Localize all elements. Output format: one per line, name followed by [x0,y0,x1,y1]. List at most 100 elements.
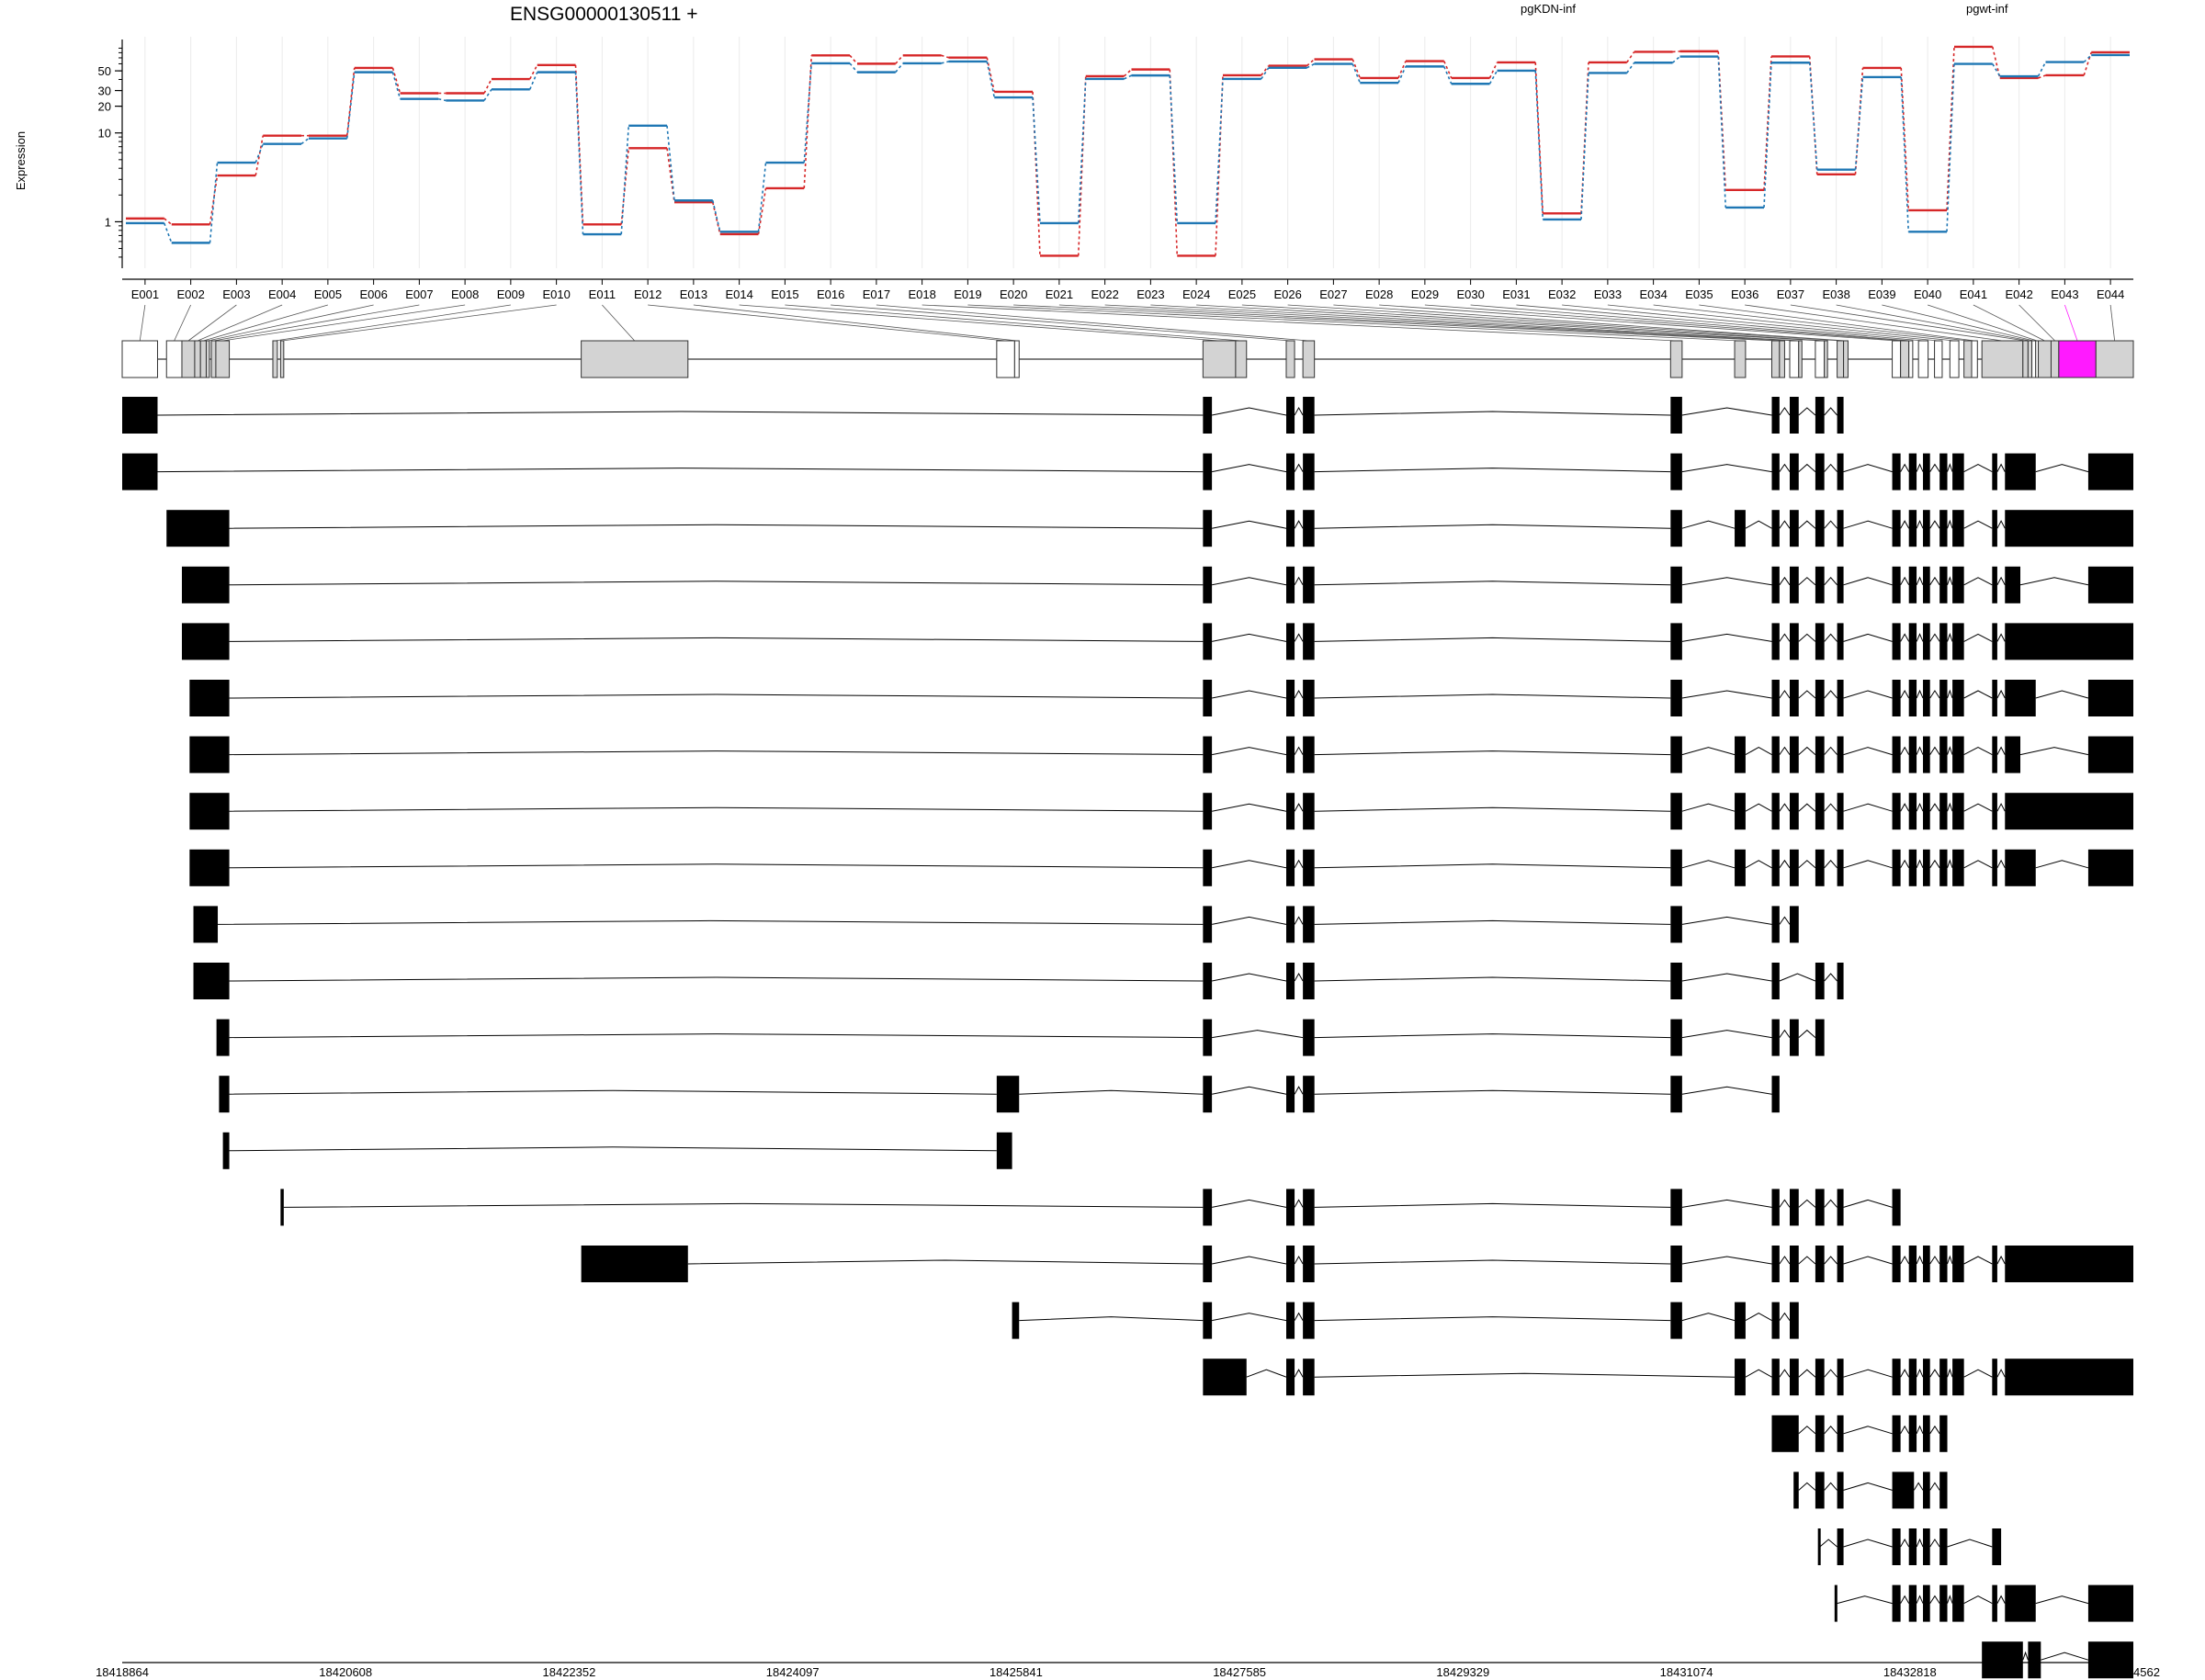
transcript-row [193,906,1799,943]
transcript-exon [1992,680,1997,716]
transcript-exon [1771,566,1780,603]
intron-line [1947,689,1953,699]
intron-line [1314,581,1671,586]
exon-connector [2064,304,2078,342]
transcript-exon [1670,680,1682,716]
series-connector [1077,75,1087,256]
intron-line [1294,1369,1304,1378]
intron-line [1019,1089,1204,1095]
transcript-exon [1982,1641,2023,1679]
intron-line [1929,1425,1940,1435]
exon-label: E028 [1365,288,1393,301]
transcript-exon [2005,680,2036,716]
transcript-exon [1303,1246,1315,1282]
intron-line [1900,633,1910,642]
transcript-exon [1203,1019,1213,1056]
transcript-row [1203,1359,2133,1396]
transcript-exon [1923,453,1930,490]
exon-box [1770,340,1781,378]
exon-box [581,340,689,378]
exon-box [1302,340,1316,378]
transcript-exon [193,906,219,943]
exon-model [121,340,2134,378]
transcript-exon [1771,849,1780,886]
transcript-exon [1203,793,1213,830]
intron-line [1947,1539,1993,1548]
intron-line [1779,746,1791,755]
intron-line [1798,1256,1816,1265]
transcript-exon [1771,397,1780,434]
series-connector [1717,51,1727,190]
transcript-exon [1285,623,1295,660]
transcript-exon [1952,1359,1964,1396]
series-connector [895,54,904,64]
transcript-exon [1939,736,1948,773]
series-connector [1215,78,1224,223]
transcript-exon [1790,397,1799,434]
transcript-exon [1908,1528,1917,1565]
exon-label: E042 [2005,288,2032,301]
transcript-exon [1837,566,1844,603]
exon-box [1934,340,1943,378]
transcript-exon [1992,736,1997,773]
transcript-exon [189,849,230,886]
exon-box [165,340,183,378]
transcript-exon [1952,680,1964,716]
exon-box [1285,340,1295,378]
exon-box [1013,340,1020,378]
exon-connector [197,304,283,342]
exon-connector [1424,304,1905,342]
transcript-exon [581,1246,688,1282]
exon-label: E022 [1091,288,1118,301]
series-connector [2083,51,2093,76]
series-connector [1169,69,1179,256]
transcript-exon [1303,1359,1315,1396]
series-connector [1672,51,1680,53]
series-connector [620,125,630,235]
intron-line [1900,859,1910,869]
exon-connectors [139,304,2116,342]
transcript-exon [1303,510,1315,547]
series-connector [483,88,492,101]
transcript-exon [1771,1076,1780,1113]
transcript-exon [1735,1302,1746,1339]
series-connector [2083,54,2092,63]
exon-label: E006 [359,288,387,301]
intron-line [1314,806,1671,812]
y-tick-label: 1 [105,215,111,229]
transcript-exon [1203,1076,1213,1113]
intron-line [1916,1425,1924,1434]
intron-line [1681,1256,1772,1265]
intron-line [1779,690,1791,699]
transcript-exon [1892,510,1901,547]
transcript-exon [1923,566,1930,603]
transcript-exon [1837,736,1844,773]
series-connector [986,57,996,93]
series-connector [1946,46,1955,210]
intron-line [1798,746,1816,755]
transcript-exon [1923,1471,1930,1509]
transcript-row [1817,1528,2002,1565]
exon-box [279,340,285,378]
intron-line [1843,1539,1893,1548]
intron-line [1745,860,1772,869]
series-connector [254,143,264,163]
transcript-row [222,1132,1012,1169]
intron-line [687,1259,1204,1265]
intron-line [229,750,1204,756]
intron-line [1745,747,1772,756]
transcript-exon [1670,736,1682,773]
transcript-exon [1939,849,1948,886]
exon-label: E007 [405,288,433,301]
transcript-exon [2005,1359,2133,1396]
intron-line [1314,637,1671,642]
intron-line [1681,1086,1772,1095]
series-lines [126,45,2130,257]
genomic-tick-label: 18420608 [319,1665,372,1679]
exon-connector [1607,304,1955,342]
transcript-exon [1952,849,1964,886]
transcript-exon [2087,849,2133,886]
exon-box [996,340,1015,378]
exon-box [2095,340,2134,378]
transcript-exon [1285,793,1295,830]
